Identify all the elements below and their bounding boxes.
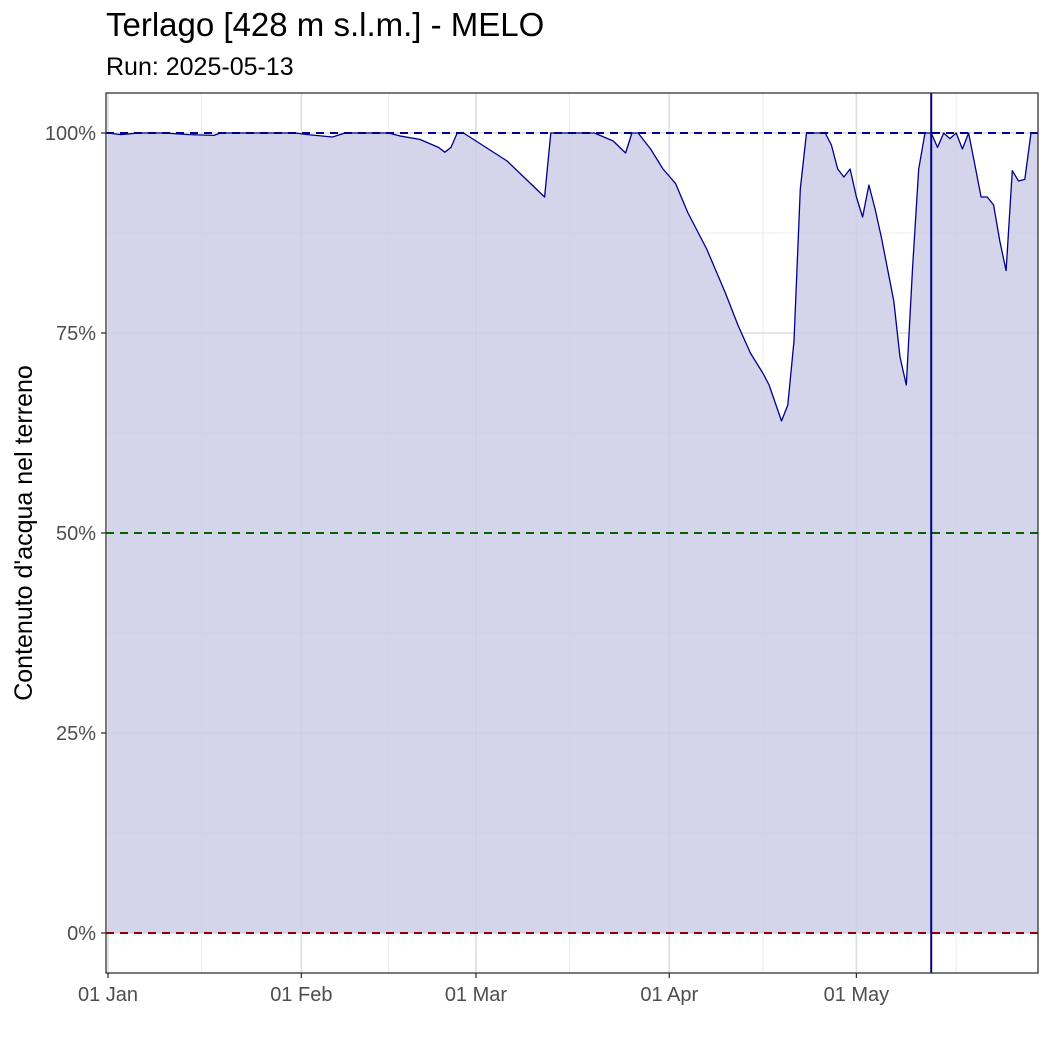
y-tick-label: 25%	[56, 723, 96, 745]
chart-title: Terlago [428 m s.l.m.] - MELO	[106, 6, 544, 43]
x-tick-label: 01 Jan	[78, 984, 138, 1006]
y-tick-label: 100%	[45, 123, 96, 145]
plot-area	[105, 92, 1039, 974]
y-axis-title: Contenuto d'acqua nel terreno	[10, 365, 38, 701]
soil-moisture-line	[107, 132, 1038, 422]
x-tick-label: 01 Apr	[640, 984, 698, 1006]
x-tick-label: 01 Mar	[445, 984, 508, 1006]
series-layer	[106, 93, 1038, 973]
x-tick-label: 01 May	[824, 984, 890, 1006]
x-axis: 01 Jan 01 Feb 01 Mar 01 Apr 01 May	[78, 973, 889, 1006]
y-tick-label: 0%	[67, 923, 96, 945]
x-tick-label: 01 Feb	[270, 984, 332, 1006]
chart-subtitle: Run: 2025-05-13	[106, 53, 294, 81]
y-tick-label: 50%	[56, 523, 96, 545]
y-tick-label: 75%	[56, 323, 96, 345]
y-axis: 0% 25% 50% 75% 100%	[45, 123, 106, 945]
